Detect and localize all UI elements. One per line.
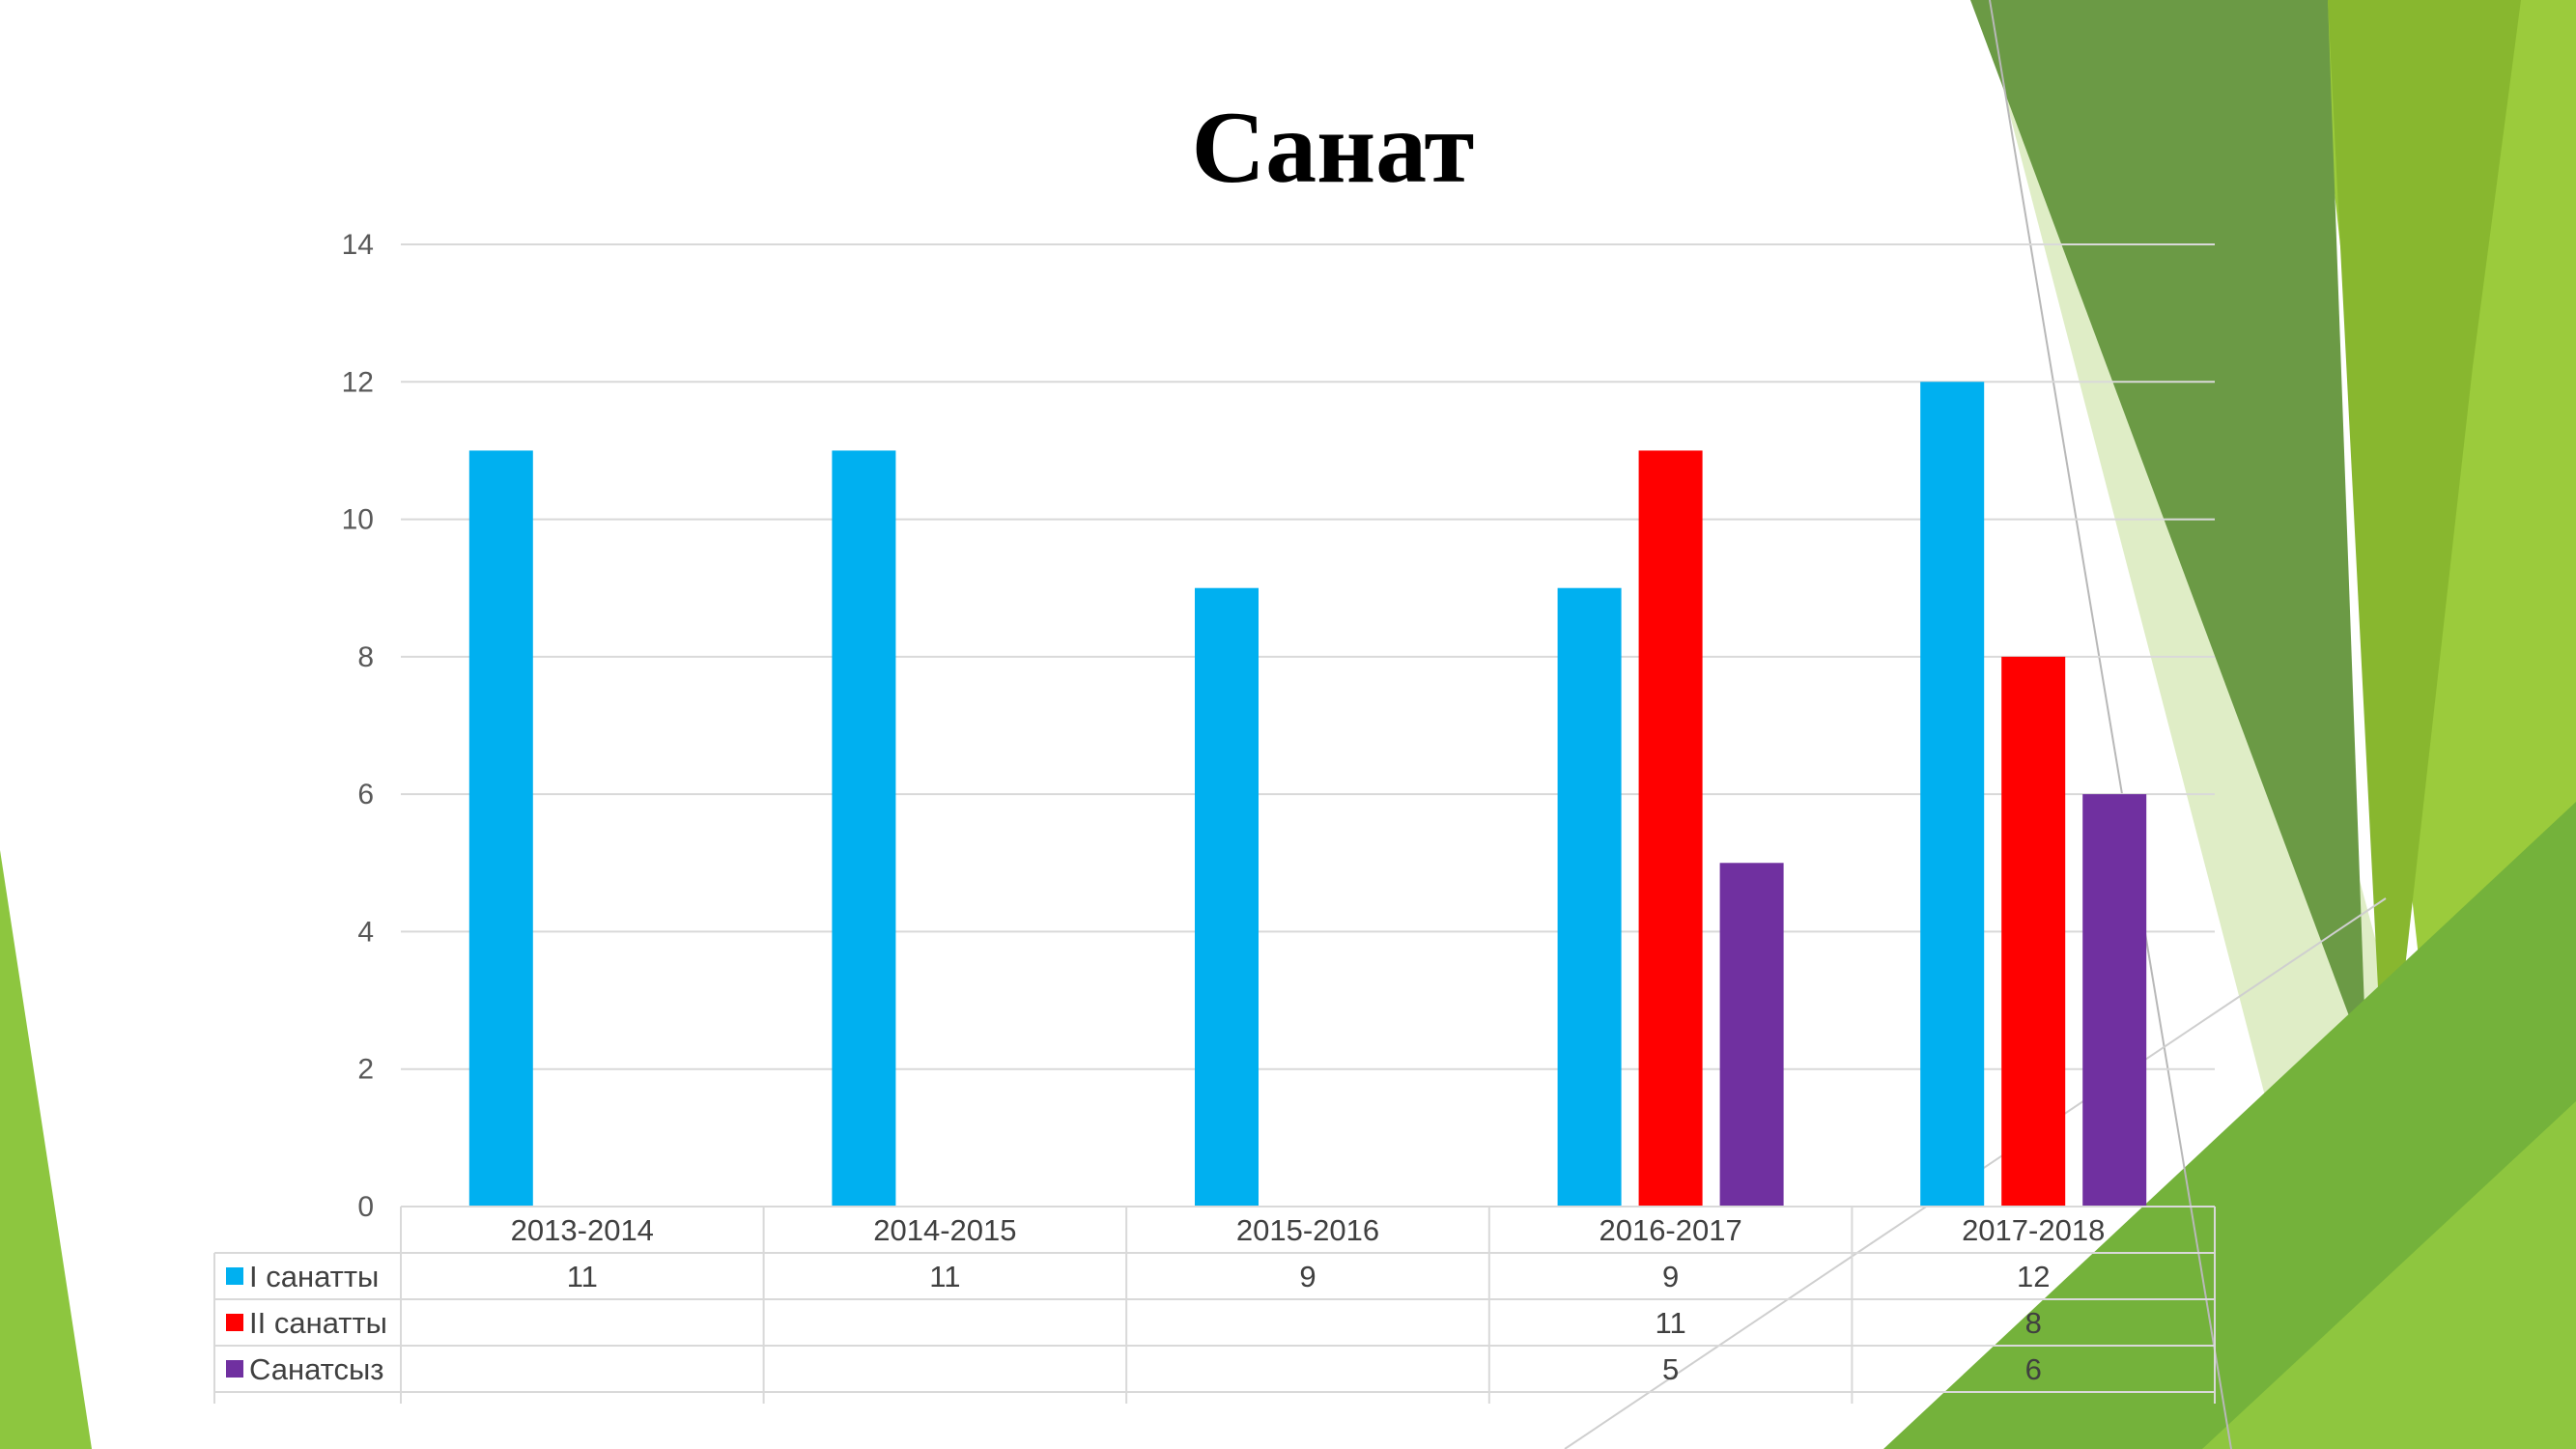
bar	[468, 450, 533, 1207]
bar	[1557, 587, 1622, 1207]
x-category-label: 2017-2018	[1962, 1213, 2105, 1247]
table-value: 6	[2025, 1352, 2042, 1386]
y-tick-label: 2	[357, 1054, 374, 1086]
y-tick-label: 4	[357, 916, 374, 948]
y-tick-label: 6	[357, 779, 374, 810]
table-value: 8	[2025, 1306, 2042, 1340]
bar	[1195, 587, 1259, 1207]
x-category-label: 2014-2015	[873, 1213, 1016, 1247]
legend-label: II санатты	[249, 1306, 387, 1340]
bar	[1920, 382, 1985, 1207]
right-bottom-bright	[2202, 1101, 2576, 1449]
x-category-label: 2016-2017	[1599, 1213, 1741, 1247]
right-dark-shape	[1970, 0, 2366, 1063]
y-tick-label: 0	[357, 1191, 374, 1223]
right-mid-shape	[2328, 0, 2521, 1140]
table-value: 11	[929, 1260, 960, 1293]
bar	[2082, 794, 2147, 1207]
y-tick-label: 12	[342, 366, 374, 398]
bar	[832, 450, 896, 1207]
y-tick-label: 8	[357, 641, 374, 673]
legend-key	[226, 1360, 243, 1378]
table-value: 12	[2017, 1260, 2050, 1293]
y-tick-label: 10	[342, 504, 374, 536]
legend-label: Санатсыз	[249, 1352, 384, 1386]
x-category-label: 2015-2016	[1236, 1213, 1379, 1247]
legend-label: I санатты	[249, 1260, 379, 1293]
bar	[1719, 863, 1784, 1207]
x-category-label: 2013-2014	[511, 1213, 654, 1247]
table-value: 11	[1656, 1306, 1686, 1340]
bar	[1638, 450, 1703, 1207]
table-value: 9	[1299, 1260, 1316, 1293]
table-value: 9	[1662, 1260, 1679, 1293]
left-green-shape	[0, 850, 92, 1449]
table-value: 5	[1662, 1352, 1679, 1386]
y-tick-label: 14	[342, 229, 374, 261]
bar	[2001, 656, 2066, 1207]
legend-key	[226, 1267, 243, 1285]
legend-key	[226, 1314, 243, 1331]
chart-title: Санат	[1191, 91, 1475, 204]
table-value: 11	[567, 1260, 598, 1293]
